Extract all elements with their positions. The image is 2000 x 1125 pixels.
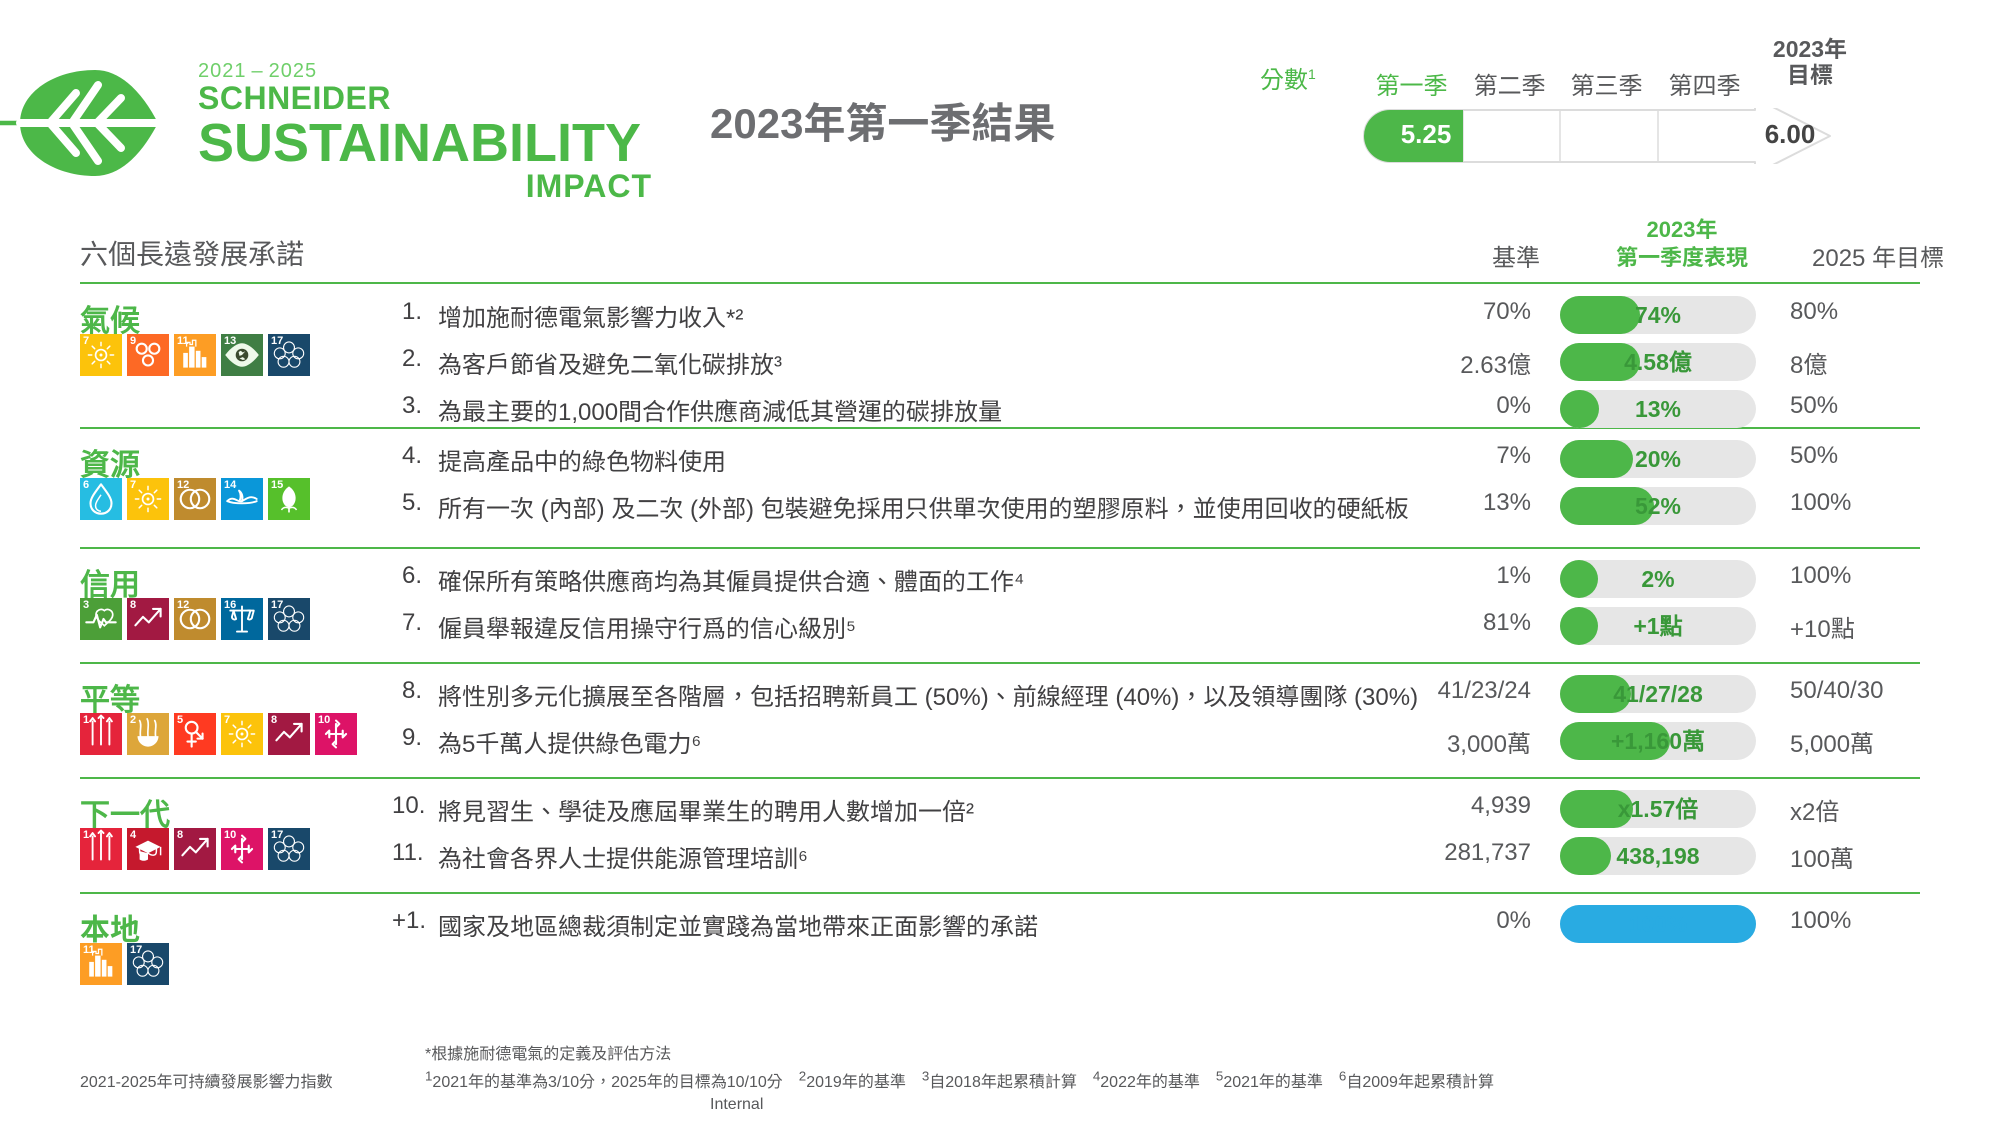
- svg-text:5.25: 5.25: [1401, 119, 1452, 149]
- svg-text:6.00: 6.00: [1765, 119, 1816, 149]
